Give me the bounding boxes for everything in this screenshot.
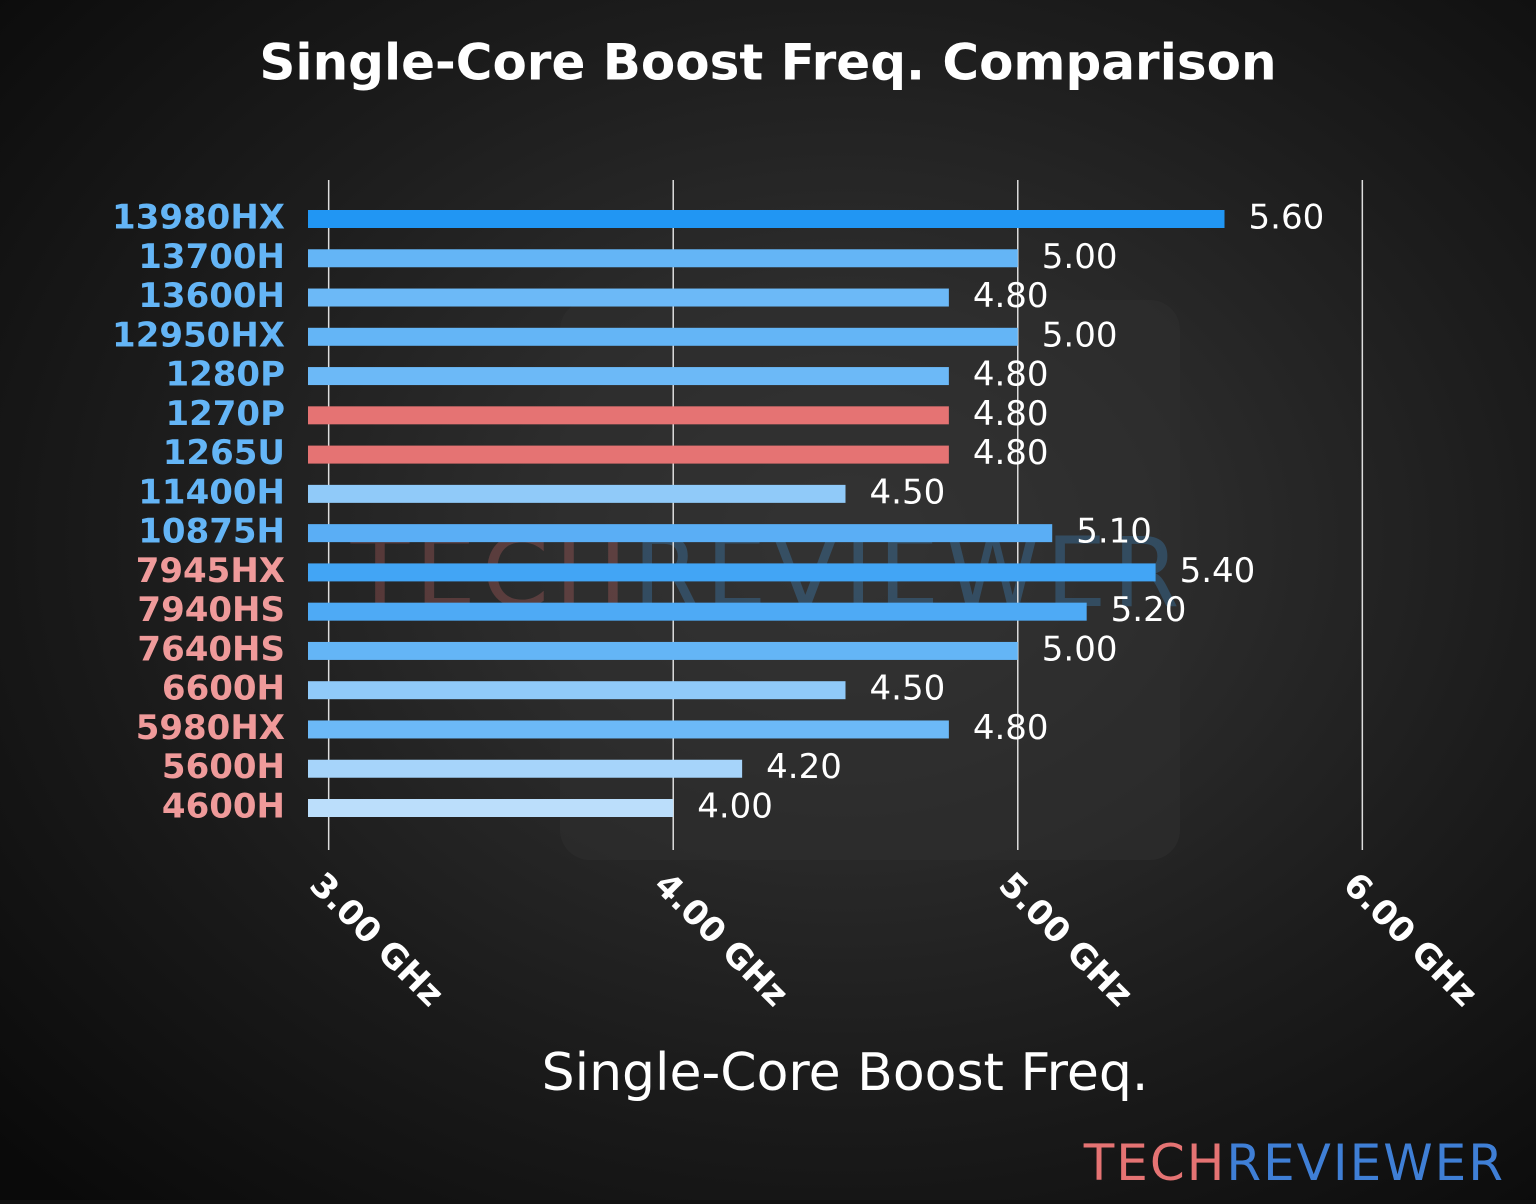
watermark-part: REVIEWER [1226,1134,1505,1192]
value-label: 4.80 [973,708,1049,748]
y-tick-label: 4600H [162,787,285,827]
bar [308,641,1018,660]
y-tick-label: 13600H [138,276,285,316]
x-axis-label: Single-Core Boost Freq. [542,1043,1149,1103]
y-tick-label: 5980HX [136,708,285,748]
y-tick-label: 7945HX [136,551,285,591]
value-label: 5.20 [1111,590,1187,630]
bar [308,759,743,778]
y-tick-label: 10875H [138,512,285,552]
bar [308,445,949,464]
watermark: TECHREVIEWER [1083,1134,1505,1192]
y-tick-label: 5600H [162,747,285,787]
value-label: 5.10 [1076,512,1152,552]
bar [308,524,1053,543]
value-label: 5.00 [1042,629,1118,669]
y-tick-label: 1265U [163,433,285,473]
value-label: 4.50 [870,472,946,512]
value-label: 5.00 [1042,315,1118,355]
y-tick-label: 1280P [165,355,285,395]
y-tick-label: 13700H [138,237,285,277]
y-tick-label: 6600H [162,669,285,709]
value-label: 4.80 [973,394,1049,434]
y-tick-label: 11400H [138,472,285,512]
bar [308,602,1087,621]
bar [308,288,949,307]
bar [308,563,1156,582]
bar [308,681,846,700]
bar [308,406,949,425]
value-label: 4.50 [870,669,946,709]
bar [308,367,949,386]
bar [308,484,846,503]
value-label: 4.20 [766,747,842,787]
bar [308,210,1225,228]
value-label: 4.80 [973,433,1049,473]
bar [308,327,1018,346]
y-tick-label: 7640HS [137,629,285,669]
bar [308,249,1018,268]
y-tick-label: 12950HX [112,315,285,355]
y-tick-label: 7940HS [137,590,285,630]
value-label: 5.00 [1042,237,1118,277]
bar [308,720,949,739]
bar [308,799,674,817]
watermark-part: TECH [1083,1134,1227,1192]
value-label: 4.80 [973,355,1049,395]
y-tick-label: 13980HX [112,198,285,238]
value-label: 5.40 [1180,551,1256,591]
y-tick-label: 1270P [165,394,285,434]
value-label: 4.80 [973,276,1049,316]
value-label: 4.00 [697,787,773,827]
chart-title: Single-Core Boost Freq. Comparison [259,34,1276,92]
value-label: 5.60 [1249,198,1325,238]
